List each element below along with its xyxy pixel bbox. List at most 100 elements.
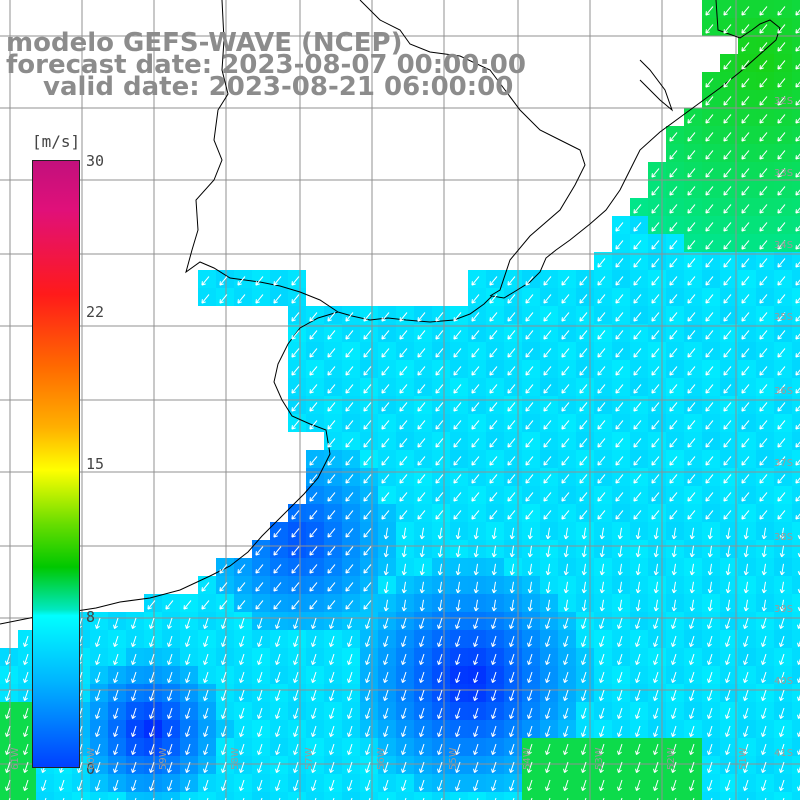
- wind-arrow: [455, 545, 461, 558]
- wind-arrow: [239, 707, 245, 719]
- wind-arrow: [743, 635, 749, 647]
- wind-arrow: [383, 779, 389, 791]
- field-cell: [792, 342, 800, 360]
- wind-arrow: [383, 635, 389, 647]
- wind-arrow: [491, 725, 497, 737]
- wind-arrow: [723, 222, 732, 232]
- wind-arrow: [401, 635, 407, 647]
- wind-arrow: [741, 474, 750, 484]
- wind-arrow: [561, 456, 570, 466]
- wind-arrow: [437, 689, 443, 701]
- wind-arrow: [311, 635, 317, 647]
- wind-arrow: [689, 617, 695, 629]
- wind-arrow: [633, 420, 642, 430]
- wind-arrow: [131, 653, 137, 665]
- wind-arrow: [383, 581, 389, 594]
- wind-arrow: [707, 581, 713, 594]
- wind-arrow: [203, 743, 209, 755]
- field-cell: [216, 792, 234, 800]
- wind-arrow: [795, 297, 800, 304]
- wind-arrow: [435, 366, 444, 376]
- wind-arrow: [275, 635, 281, 647]
- wind-arrow: [741, 312, 750, 322]
- wind-arrow: [689, 635, 695, 647]
- wind-arrow: [23, 743, 29, 755]
- field-cell: [792, 198, 800, 216]
- wind-arrow: [615, 402, 624, 412]
- wind-arrow: [741, 204, 750, 214]
- wind-arrow: [419, 563, 425, 576]
- wind-arrow: [543, 312, 552, 322]
- field-cell: [432, 792, 450, 800]
- wind-arrow: [635, 725, 641, 737]
- wind-arrow: [561, 420, 570, 430]
- wind-arrow: [597, 384, 606, 394]
- wind-arrow: [347, 671, 353, 683]
- wind-arrow: [527, 563, 533, 576]
- wind-arrow: [669, 294, 678, 304]
- wind-arrow: [275, 779, 281, 791]
- wind-arrow: [381, 492, 390, 502]
- wind-arrow: [797, 730, 800, 737]
- wind-arrow: [723, 474, 732, 484]
- wind-arrow: [255, 276, 264, 286]
- wind-arrow: [363, 546, 372, 556]
- wind-arrow: [363, 492, 372, 502]
- wind-arrow: [383, 761, 389, 773]
- wind-arrow: [671, 743, 677, 755]
- wind-arrow: [293, 761, 299, 773]
- wind-arrow: [419, 689, 425, 701]
- wind-arrow: [327, 474, 336, 484]
- wind-arrow: [437, 779, 443, 791]
- wind-arrow: [453, 330, 462, 340]
- wind-arrow: [219, 294, 228, 304]
- wind-arrow: [329, 761, 335, 773]
- wind-arrow: [777, 60, 786, 70]
- wind-arrow: [363, 438, 372, 448]
- wind-arrow: [581, 581, 587, 594]
- wind-arrow: [219, 564, 228, 574]
- wind-arrow: [723, 24, 732, 34]
- wind-arrow: [579, 276, 588, 286]
- wind-arrow: [95, 761, 101, 773]
- wind-arrow: [473, 635, 479, 647]
- wind-arrow: [363, 510, 372, 520]
- wind-arrow: [597, 258, 606, 268]
- wind-arrow: [653, 563, 659, 576]
- wind-arrow: [473, 707, 479, 719]
- wind-arrow: [419, 599, 425, 612]
- wind-arrow: [347, 617, 353, 629]
- wind-arrow: [329, 635, 335, 647]
- wind-arrow: [669, 330, 678, 340]
- field-cell: [792, 612, 800, 630]
- wind-arrow: [759, 438, 768, 448]
- wind-arrow: [41, 779, 47, 791]
- field-cell: [792, 540, 800, 558]
- wind-arrow: [777, 222, 786, 232]
- wind-arrow: [651, 474, 660, 484]
- wind-arrow: [707, 545, 713, 558]
- field-cell: [792, 108, 800, 126]
- wind-arrow: [615, 366, 624, 376]
- wind-arrow: [689, 581, 695, 594]
- wind-arrow: [417, 456, 426, 466]
- wind-arrow: [759, 366, 768, 376]
- wind-arrow: [723, 6, 732, 16]
- wind-arrow: [455, 761, 461, 773]
- wind-arrow: [309, 366, 318, 376]
- wind-arrow: [653, 671, 659, 683]
- wind-arrow: [795, 405, 800, 412]
- wind-arrow: [185, 761, 191, 773]
- wind-arrows: [5, 6, 800, 800]
- wind-arrow: [345, 330, 354, 340]
- wind-arrow: [741, 258, 750, 268]
- wind-arrow: [669, 168, 678, 178]
- wind-arrow: [743, 563, 749, 576]
- field-cell: [36, 792, 54, 800]
- wind-arrow: [779, 653, 785, 665]
- wind-arrow: [525, 348, 534, 358]
- wind-arrow: [311, 725, 317, 737]
- lat-label: 32S: [774, 96, 794, 107]
- wind-arrow: [633, 474, 642, 484]
- lat-label: 34S: [774, 240, 794, 251]
